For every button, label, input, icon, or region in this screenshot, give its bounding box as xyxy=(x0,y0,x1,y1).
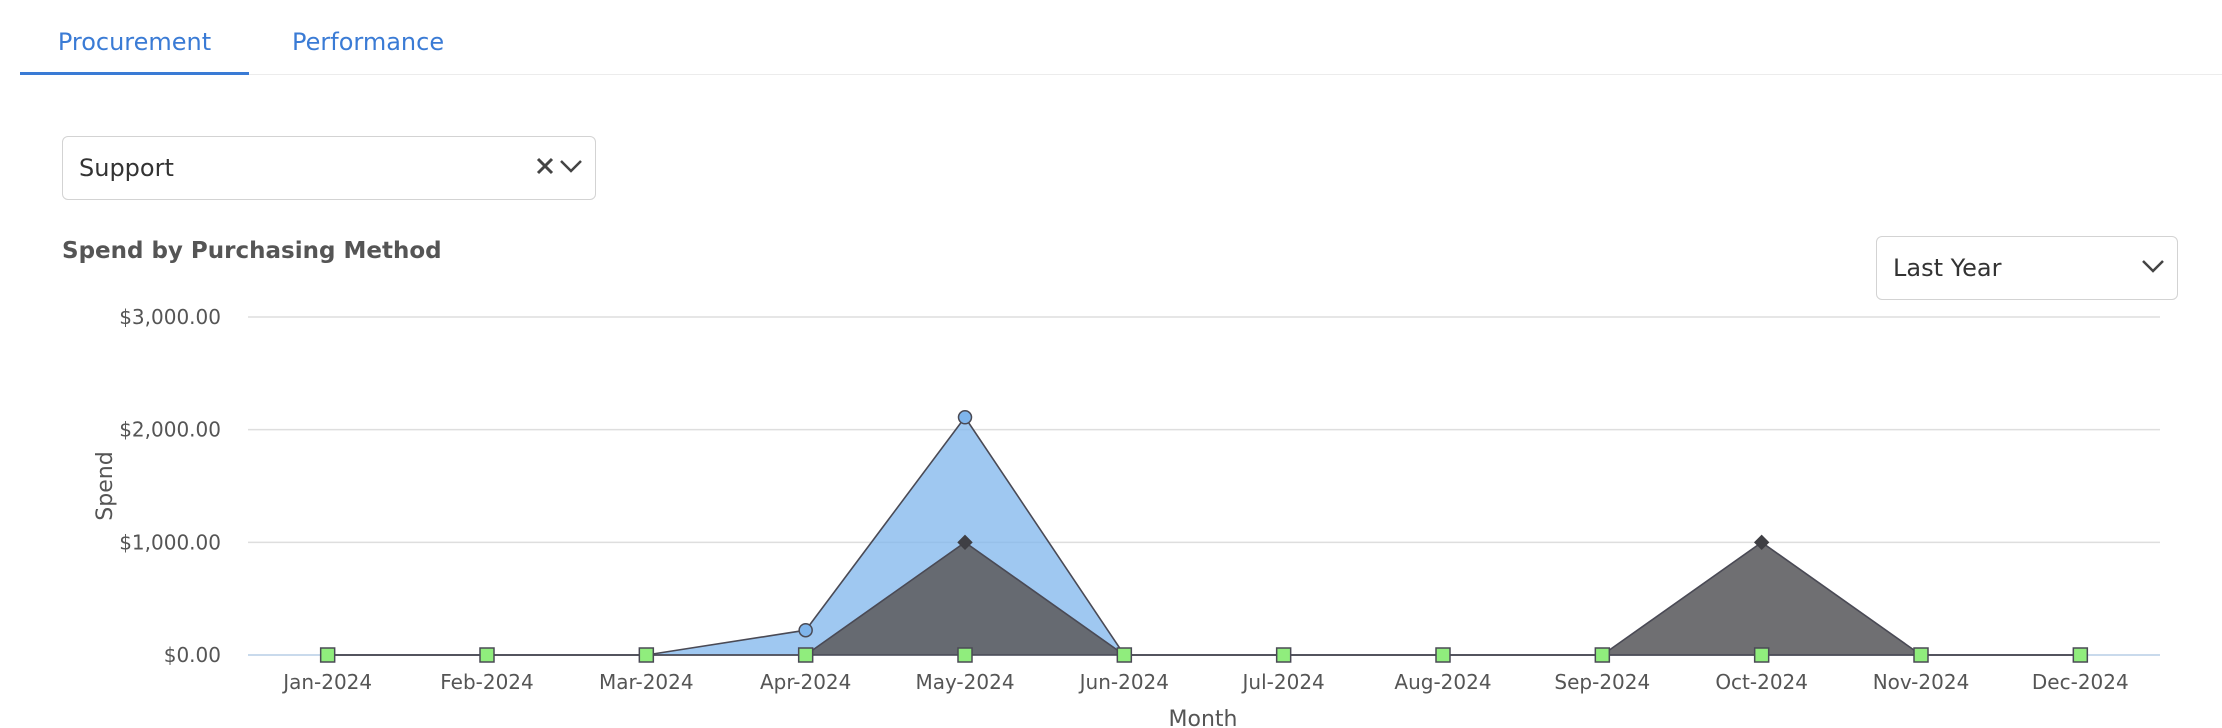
data-point xyxy=(1913,647,1929,663)
period-select-value: Last Year xyxy=(1893,254,2002,282)
x-tick-label: Apr-2024 xyxy=(760,670,851,694)
series-line xyxy=(327,415,2081,656)
y-tick-label: $0.00 xyxy=(164,643,221,667)
data-point xyxy=(638,647,655,663)
series-area xyxy=(327,417,2081,655)
x-tick-label: Mar-2024 xyxy=(599,670,694,694)
data-point xyxy=(957,647,973,663)
chart-title: Spend by Purchasing Method xyxy=(62,238,442,264)
y-tick-label: $2,000.00 xyxy=(119,418,221,442)
y-axis-label: Spend xyxy=(93,451,118,520)
tab-bar: Procurement Performance xyxy=(20,0,2222,75)
series-line xyxy=(327,541,2081,656)
data-point xyxy=(2072,647,2089,663)
x-tick-label: Nov-2024 xyxy=(1873,670,1970,694)
data-point xyxy=(798,622,813,638)
data-point xyxy=(479,647,495,663)
x-tick-label: Dec-2024 xyxy=(2032,670,2129,694)
tab-performance[interactable]: Performance xyxy=(292,28,445,56)
data-point xyxy=(1116,647,1133,663)
data-point xyxy=(1435,647,1451,663)
y-tick-label: $3,000.00 xyxy=(119,305,221,329)
clear-icon[interactable] xyxy=(535,156,555,180)
data-point xyxy=(319,647,336,663)
tab-procurement[interactable]: Procurement xyxy=(20,28,249,75)
x-tick-label: Jul-2024 xyxy=(1241,670,1325,694)
y-tick-label: $1,000.00 xyxy=(119,530,221,554)
data-point xyxy=(1594,647,1611,663)
data-point xyxy=(1753,647,1770,663)
x-tick-label: Jun-2024 xyxy=(1078,670,1169,694)
x-tick-label: Sep-2024 xyxy=(1554,670,1650,694)
category-select-value: Support xyxy=(79,154,174,182)
data-point xyxy=(1753,534,1770,551)
data-point xyxy=(797,647,814,663)
x-tick-label: Oct-2024 xyxy=(1715,670,1808,694)
category-select[interactable]: Support xyxy=(62,136,596,200)
data-point xyxy=(957,410,973,425)
x-tick-label: May-2024 xyxy=(915,670,1014,694)
x-tick-label: Jan-2024 xyxy=(281,670,372,694)
period-select[interactable]: Last Year xyxy=(1876,236,2178,300)
x-tick-label: Feb-2024 xyxy=(440,670,534,694)
chevron-down-icon[interactable] xyxy=(559,158,583,178)
x-tick-label: Aug-2024 xyxy=(1394,670,1491,694)
series-area xyxy=(327,542,2081,655)
data-point xyxy=(1275,647,1292,663)
chevron-down-icon xyxy=(2141,258,2165,278)
data-point xyxy=(957,534,973,551)
x-axis-label: Month xyxy=(1169,707,1238,728)
